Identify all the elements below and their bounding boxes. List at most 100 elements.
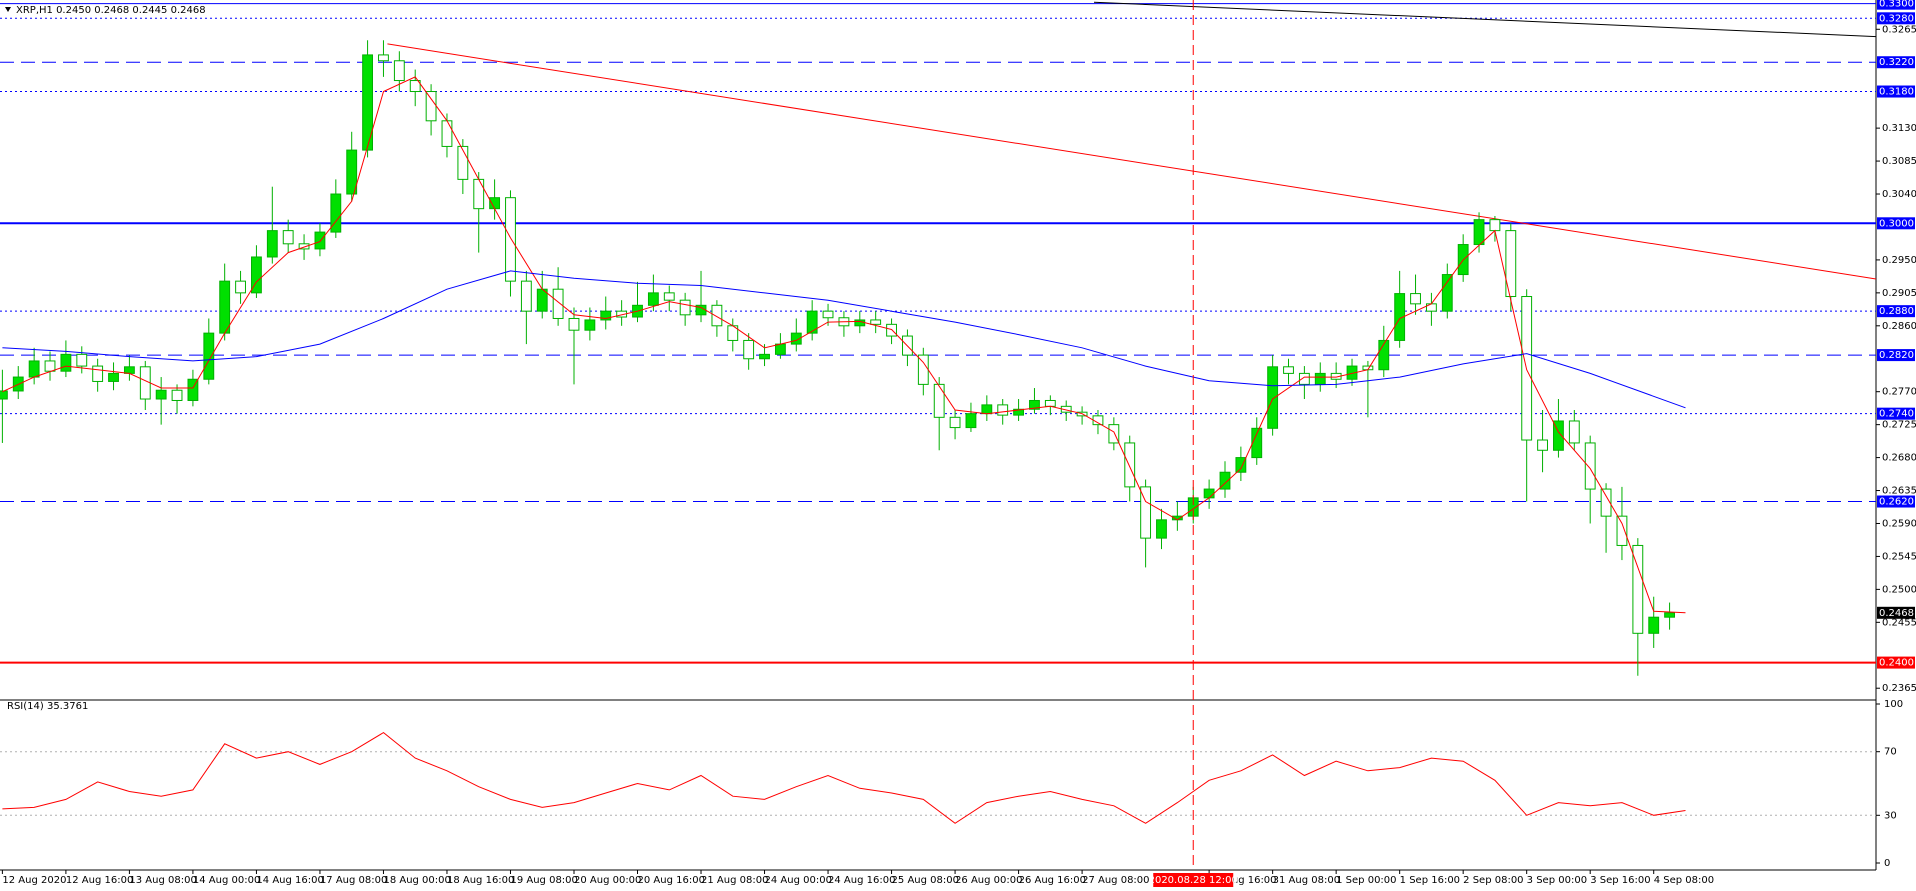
chart-title: XRP,H1 0.2450 0.2468 0.2445 0.2468 — [16, 5, 206, 16]
candle-body — [203, 332, 215, 380]
y-tick-label: 0.2725 — [1882, 420, 1916, 431]
candle-body — [314, 231, 326, 250]
level-box — [1877, 12, 1915, 25]
rsi-tick-label: 70 — [1884, 747, 1897, 758]
candle-body — [457, 145, 469, 180]
candle-body — [441, 120, 453, 147]
candle-body — [1029, 399, 1040, 410]
candle-body — [663, 292, 675, 301]
level-label: 0.3300 — [1879, 0, 1914, 10]
candle-body — [409, 80, 421, 93]
candle-body — [1568, 420, 1580, 444]
x-tick-label: 14 Aug 16:00 — [256, 875, 323, 886]
collapse-icon — [5, 7, 11, 12]
y-tick-label: 0.2455 — [1882, 617, 1916, 628]
trendline — [1093, 1, 1877, 38]
rsi-tick-label: 100 — [1884, 699, 1903, 710]
candle-body — [711, 304, 723, 327]
candle-body — [139, 366, 151, 400]
candle-body — [1537, 439, 1548, 451]
x-tick-label: 24 Aug 00:00 — [765, 875, 832, 886]
rsi-title: RSI(14) 35.3761 — [7, 701, 88, 712]
level-label: 0.3280 — [1879, 13, 1914, 24]
x-tick-label: 3 Sep 16:00 — [1590, 875, 1650, 886]
candle-body — [981, 404, 993, 415]
candle-body — [600, 310, 612, 321]
level-box — [1877, 0, 1915, 10]
candle-body — [1489, 219, 1501, 232]
candle-body — [219, 280, 231, 334]
candle-body — [1044, 399, 1056, 407]
rsi-tick-label: 30 — [1884, 810, 1897, 821]
candle-body — [1616, 515, 1628, 546]
candle-body — [822, 310, 834, 319]
candle-body — [870, 319, 882, 325]
x-tick-label: 20 Aug 00:00 — [574, 875, 641, 886]
candle-body — [187, 378, 199, 401]
candle-body — [1632, 544, 1644, 634]
y-tick-label: 0.2680 — [1882, 453, 1916, 464]
candle-body — [60, 353, 72, 372]
level-box — [1877, 305, 1915, 318]
candle-body — [76, 353, 88, 367]
candle-body — [473, 178, 485, 210]
candle-body — [1298, 372, 1310, 385]
candle-body — [155, 389, 167, 400]
candle-body — [425, 91, 437, 122]
candle-body — [886, 323, 897, 337]
candle-body — [1553, 420, 1564, 451]
candle-body — [1505, 230, 1517, 298]
x-tick-label: 27 Aug 08:00 — [1082, 875, 1149, 886]
y-tick-label: 0.3040 — [1882, 189, 1916, 200]
y-tick-label: 0.3265 — [1882, 24, 1916, 35]
x-tick-label: 12 Aug 16:00 — [66, 875, 133, 886]
y-tick-label: 0.2860 — [1882, 321, 1916, 332]
candle-body — [1314, 372, 1326, 385]
candle-body — [330, 193, 342, 233]
y-tick-label: 0.2905 — [1882, 288, 1916, 299]
y-tick-label: 0.2545 — [1882, 551, 1916, 562]
y-tick-label: 0.2770 — [1882, 387, 1916, 398]
candle-body — [378, 54, 389, 62]
level-box — [1877, 407, 1915, 420]
candle-body — [997, 404, 1009, 416]
y-tick-label: 0.2635 — [1882, 486, 1916, 497]
candle-body — [1203, 488, 1215, 499]
x-tick-label: 4 Sep 08:00 — [1654, 875, 1714, 886]
x-tick-label: 3 Sep 00:00 — [1527, 875, 1587, 886]
x-tick-label: 18 Aug 16:00 — [447, 875, 514, 886]
level-box — [1877, 85, 1915, 98]
y-tick-label: 0.2365 — [1882, 683, 1916, 694]
candle-body — [933, 383, 945, 418]
x-tick-label: 17 Aug 08:00 — [320, 875, 387, 886]
candle-body — [108, 372, 119, 382]
rsi-line — [2, 731, 1686, 824]
x-tick-label: 21 Aug 08:00 — [701, 875, 768, 886]
candle-body — [92, 365, 104, 382]
candle-body — [362, 54, 374, 151]
candle-body — [251, 256, 262, 294]
x-tick-label: 1 Sep 00:00 — [1336, 875, 1396, 886]
trendline — [387, 43, 1877, 280]
level-box — [1877, 656, 1915, 669]
level-label: 0.3000 — [1879, 218, 1914, 229]
x-tick-label: 24 Aug 16:00 — [828, 875, 895, 886]
current-price-box — [1877, 606, 1915, 619]
candle-body — [1124, 442, 1136, 488]
x-tick-label: 31 Aug 08:00 — [1273, 875, 1340, 886]
candle-body — [1235, 457, 1247, 473]
candle-body — [393, 60, 405, 82]
x-tick-label: 12 Aug 2020 — [2, 875, 66, 886]
y-tick-label: 0.3085 — [1882, 156, 1916, 167]
candle-body — [1584, 442, 1596, 490]
candle-body — [568, 317, 580, 331]
level-box — [1877, 56, 1915, 69]
candle-body — [298, 243, 310, 250]
level-box — [1877, 217, 1915, 230]
candle-body — [235, 280, 246, 294]
x-tick-label: 18 Aug 00:00 — [383, 875, 450, 886]
x-tick-label: 25 Aug 08:00 — [892, 875, 959, 886]
candle-body — [1267, 366, 1279, 429]
candle-body — [552, 288, 564, 319]
